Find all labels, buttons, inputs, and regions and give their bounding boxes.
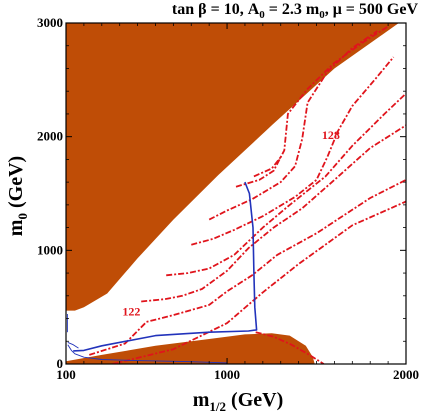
blue-contour-4 bbox=[67, 341, 79, 349]
y-tick-label: 0 bbox=[57, 356, 64, 371]
blue-contour-2 bbox=[67, 344, 228, 364]
y-axis-label: m0 (GeV) bbox=[5, 156, 30, 236]
y-tick-label: 3000 bbox=[37, 15, 63, 30]
plot-frame bbox=[65, 22, 407, 365]
x-tick-label: 100 bbox=[56, 367, 76, 382]
higgs-contour-1 bbox=[112, 200, 406, 364]
lower-excluded-region bbox=[66, 333, 315, 364]
higgs-contour-3 bbox=[141, 124, 406, 303]
higgs-contour-5 bbox=[191, 56, 395, 246]
higgs-contour-2 bbox=[89, 179, 406, 356]
x-axis-label: m1/2 (GeV) bbox=[193, 389, 284, 414]
higgs-contour-7 bbox=[235, 25, 389, 188]
higgs-contour-9 bbox=[255, 331, 325, 364]
higgs-contour-4 bbox=[166, 92, 406, 277]
chart-title: tan β = 10, A0 = 2.3 m0, μ = 500 GeV bbox=[172, 1, 419, 21]
contour-label-122: 122 bbox=[122, 305, 140, 319]
x-tick-label: 1000 bbox=[214, 367, 240, 382]
higgs-contour-8 bbox=[253, 156, 282, 178]
plot-area bbox=[66, 23, 406, 364]
contour-label-128: 128 bbox=[322, 128, 340, 142]
upper-excluded-region bbox=[66, 23, 399, 311]
y-tick-label: 1000 bbox=[37, 242, 63, 257]
y-tick-label: 2000 bbox=[37, 129, 63, 144]
blue-contour-1 bbox=[73, 181, 258, 352]
x-tick-label: 2000 bbox=[393, 367, 419, 382]
